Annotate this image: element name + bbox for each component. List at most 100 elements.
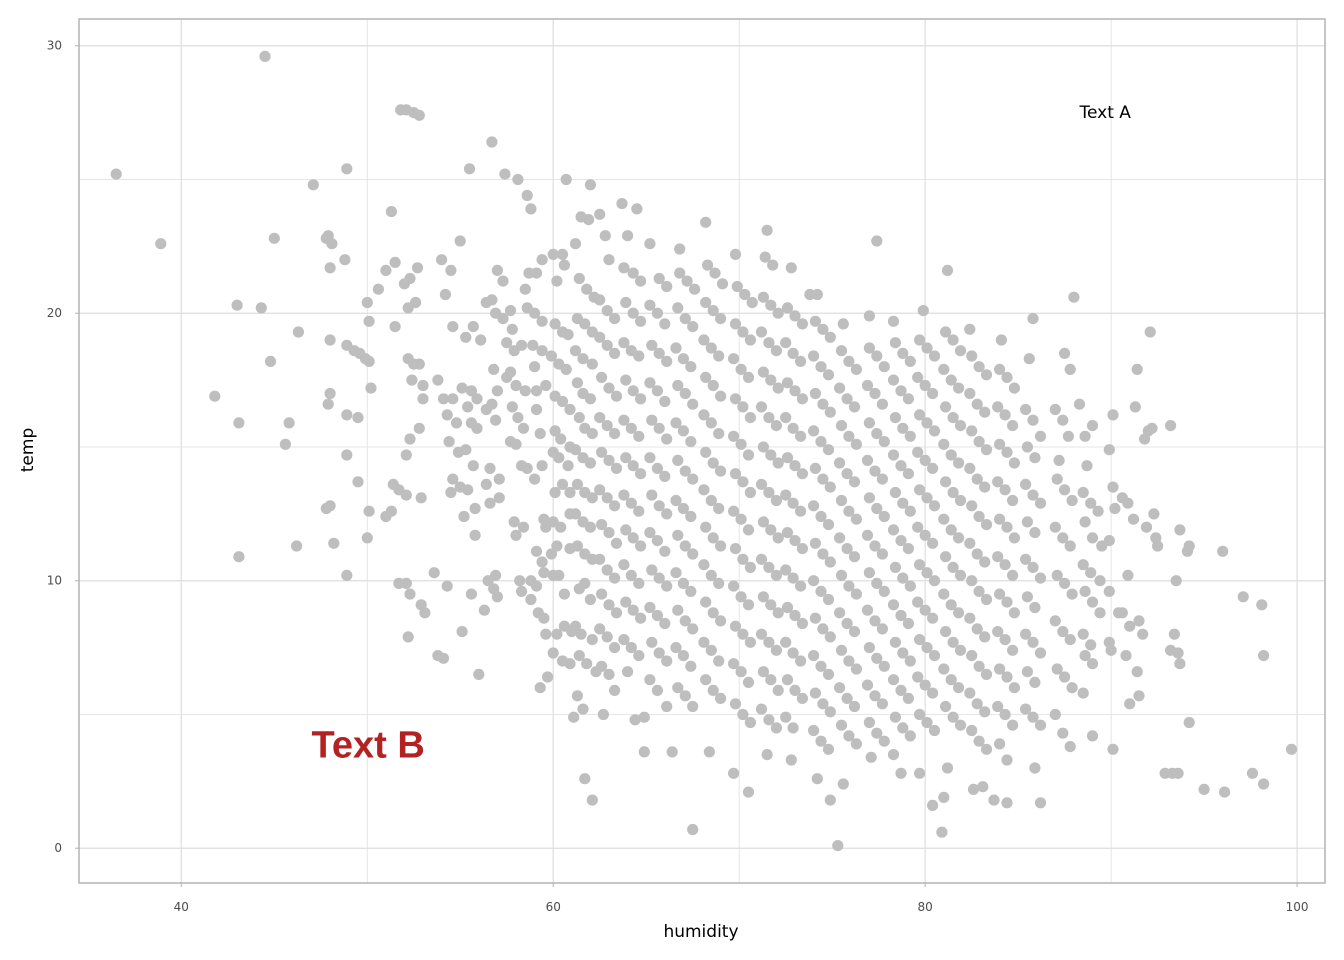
data-point: [1053, 454, 1065, 466]
data-point: [402, 631, 414, 643]
data-point: [914, 484, 926, 496]
data-point: [610, 462, 623, 474]
data-point: [569, 508, 582, 520]
data-point: [824, 794, 836, 806]
data-point: [625, 422, 637, 434]
data-point: [928, 575, 941, 587]
data-point: [635, 275, 647, 287]
data-point: [980, 519, 993, 531]
data-point: [927, 387, 939, 400]
data-point: [781, 452, 794, 464]
data-point: [631, 203, 643, 215]
data-point: [904, 430, 916, 442]
data-point: [921, 567, 933, 579]
data-point: [1034, 719, 1047, 731]
data-point: [953, 382, 965, 394]
data-point: [700, 521, 712, 533]
data-point: [921, 642, 933, 654]
data-point: [627, 460, 639, 472]
data-point: [255, 302, 267, 314]
data-point: [1168, 628, 1180, 640]
data-point: [928, 650, 941, 662]
data-point: [447, 473, 459, 485]
data-point: [822, 519, 835, 531]
data-point: [739, 288, 751, 301]
data-point: [1029, 601, 1041, 614]
data-point: [921, 716, 933, 729]
data-point: [1007, 569, 1019, 582]
data-point: [834, 682, 846, 694]
data-point: [889, 711, 902, 723]
data-point: [735, 591, 747, 603]
data-point: [651, 307, 664, 319]
data-point: [912, 671, 924, 683]
data-point: [861, 679, 874, 691]
data-point: [510, 379, 522, 392]
data-point: [757, 516, 770, 528]
data-point: [765, 674, 777, 686]
data-point: [1027, 313, 1039, 325]
data-point: [1029, 676, 1041, 689]
data-point: [536, 345, 548, 357]
data-point: [966, 724, 978, 737]
data-point: [666, 746, 678, 758]
data-point: [770, 569, 783, 582]
data-point: [940, 626, 952, 638]
x-tick-label: 80: [918, 900, 933, 914]
data-point: [914, 767, 926, 779]
data-point: [670, 417, 682, 429]
data-point: [843, 655, 855, 667]
data-point: [1007, 494, 1019, 507]
data-point: [462, 484, 474, 496]
data-point: [687, 473, 699, 485]
data-point: [755, 478, 768, 490]
data-point: [341, 569, 353, 582]
data-point: [809, 315, 822, 327]
data-point: [324, 387, 336, 400]
data-point: [967, 783, 980, 796]
data-point: [530, 403, 543, 416]
data-point: [1066, 494, 1078, 507]
data-point: [964, 612, 976, 624]
data-point: [685, 361, 697, 373]
data-point: [876, 623, 889, 635]
data-point: [759, 251, 771, 263]
data-point: [687, 700, 699, 713]
data-point: [571, 690, 584, 702]
data-point: [737, 628, 749, 640]
data-point: [787, 347, 799, 359]
data-point: [843, 730, 855, 742]
data-point: [687, 321, 699, 333]
data-point: [904, 580, 916, 592]
data-point: [977, 781, 989, 793]
data-point: [815, 510, 827, 523]
data-point: [545, 548, 558, 560]
data-point: [964, 687, 976, 699]
data-point: [895, 684, 907, 697]
data-point: [729, 698, 742, 710]
data-point: [504, 366, 517, 378]
data-point: [486, 294, 498, 306]
annotation-text-b: Text B: [311, 724, 424, 766]
data-point: [1148, 508, 1160, 520]
data-point: [549, 425, 561, 437]
data-point: [618, 414, 630, 426]
data-point: [729, 318, 742, 330]
data-point: [781, 377, 794, 389]
data-point: [770, 494, 783, 507]
data-point: [508, 516, 520, 528]
data-point: [1023, 353, 1035, 365]
data-point: [954, 494, 967, 507]
data-point: [1066, 588, 1078, 600]
data-point: [761, 224, 773, 236]
data-point: [659, 395, 671, 408]
data-point: [674, 243, 686, 255]
data-point: [1258, 778, 1270, 790]
data-point: [737, 326, 749, 338]
data-point: [770, 722, 783, 734]
data-point: [653, 422, 665, 434]
data-point: [767, 259, 779, 271]
data-point: [737, 401, 749, 413]
data-point: [484, 462, 496, 474]
data-point: [713, 655, 725, 667]
